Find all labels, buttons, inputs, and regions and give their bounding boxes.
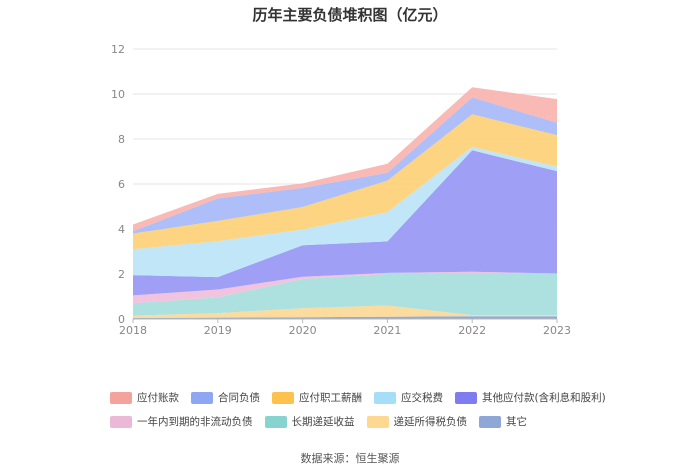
x-tick-label: 2022 — [458, 324, 486, 337]
legend-swatch — [272, 391, 294, 404]
axes: 0 2 4 6 8 10 12 2018 2019 2020 2021 2022 2023 — [111, 43, 571, 337]
legend-item[interactable]: 合同负债 — [191, 390, 260, 405]
y-tick-label: 6 — [118, 178, 125, 191]
area-series-应付账款 — [133, 87, 557, 232]
source-note: 数据来源：恒生聚源 — [300, 452, 400, 465]
stacked-area-chart: 0 2 4 6 8 10 12 2018 2019 2020 2021 2022 2023 — [111, 43, 571, 337]
legend-swatch — [366, 415, 389, 428]
y-tick-label: 10 — [111, 88, 125, 101]
legend-swatch — [479, 415, 501, 428]
legend-swatch — [264, 415, 287, 428]
x-tick-label: 2020 — [289, 324, 317, 337]
legend-swatch — [191, 391, 213, 404]
legend-swatch — [374, 391, 396, 404]
legend-label: 应付职工薪酬 — [299, 392, 362, 404]
area-series-合同负债 — [133, 97, 557, 234]
y-tick-label: 12 — [111, 43, 125, 56]
legend-item[interactable]: 应付职工薪酬 — [272, 390, 362, 405]
legend-item[interactable]: 其它 — [479, 414, 527, 429]
area-series-长期递延收益 — [133, 274, 557, 316]
x-tick-label: 2018 — [119, 324, 147, 337]
legend-swatch — [455, 391, 477, 404]
area-series-一年内到期的非流动负债 — [133, 271, 557, 304]
legend-item[interactable]: 其他应付款(含利息和股利) — [455, 390, 606, 405]
chart-title: 历年主要负债堆积图（亿元） — [252, 6, 448, 24]
legend-swatch — [110, 391, 132, 404]
legend-label: 其它 — [506, 416, 527, 428]
legend-label: 合同负债 — [218, 392, 260, 404]
legend-item[interactable]: 应付账款 — [110, 390, 179, 405]
legend-label: 应交税费 — [401, 392, 443, 404]
x-tick-label: 2023 — [543, 324, 571, 337]
legend-label: 递延所得税负债 — [393, 416, 468, 428]
area-series — [133, 87, 557, 319]
legend-item[interactable]: 长期递延收益 — [264, 414, 355, 429]
area-series-其它 — [133, 316, 557, 319]
y-tick-label: 2 — [118, 268, 125, 281]
legend-label: 其他应付款(含利息和股利) — [482, 392, 606, 404]
legend-swatch — [110, 415, 132, 428]
legend-row: 应付账款 合同负债 应付职工薪酬 应交税费 其他应付款(含利息和股利) — [110, 390, 610, 405]
y-tick-label: 0 — [118, 313, 125, 326]
area-series-递延所得税负债 — [133, 305, 557, 318]
legend-label: 应付账款 — [137, 392, 179, 404]
area-series-应付职工薪酬 — [133, 114, 557, 250]
area-series-应交税费 — [133, 146, 557, 278]
legend: 应付账款 合同负债 应付职工薪酬 应交税费 其他应付款(含利息和股利) 一年内到期的非流… — [110, 390, 610, 438]
legend-label: 一年内到期的非流动负债 — [137, 416, 253, 428]
legend-item[interactable]: 递延所得税负债 — [366, 414, 468, 429]
area-series-其他应付款(含利息和股利) — [133, 150, 557, 296]
legend-item[interactable]: 应交税费 — [374, 390, 443, 405]
legend-row: 一年内到期的非流动负债 长期递延收益 递延所得税负债 其它 — [110, 414, 610, 429]
legend-item[interactable]: 一年内到期的非流动负债 — [110, 414, 253, 429]
x-tick-label: 2021 — [373, 324, 401, 337]
x-tick-label: 2019 — [204, 324, 232, 337]
y-tick-label: 8 — [118, 133, 125, 146]
y-tick-label: 4 — [118, 223, 125, 236]
legend-label: 长期递延收益 — [291, 416, 355, 428]
